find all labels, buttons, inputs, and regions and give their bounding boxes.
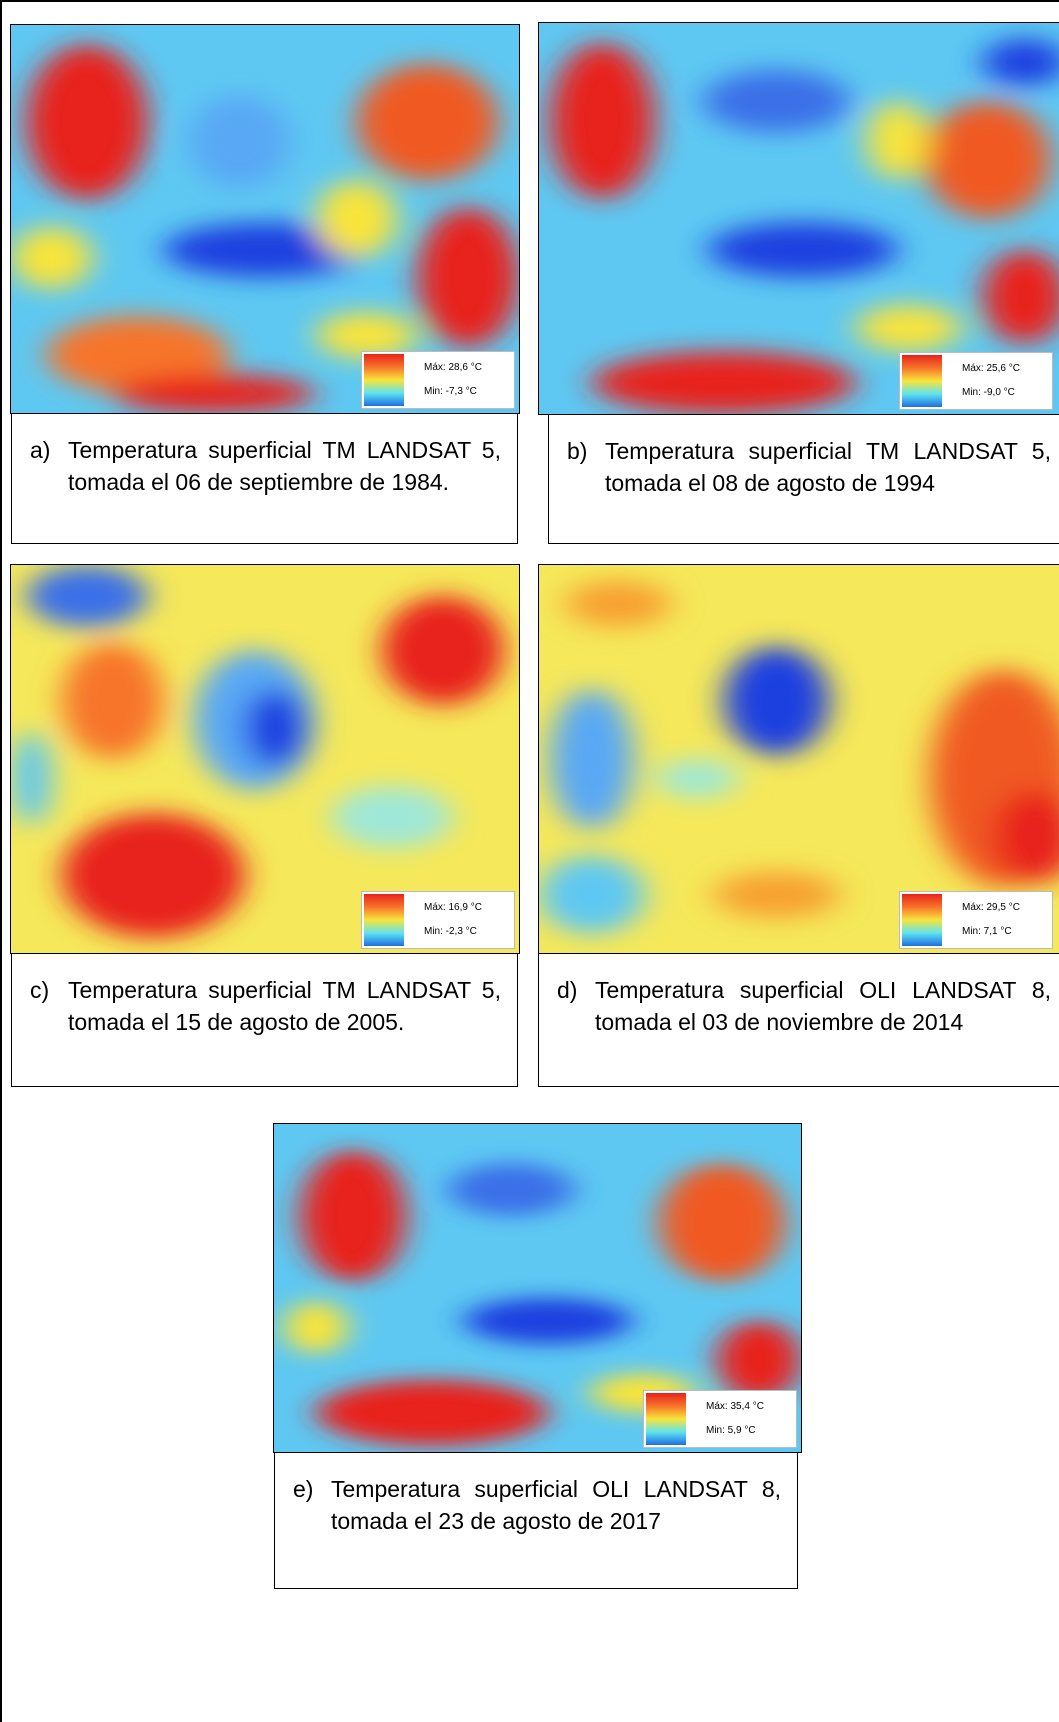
legend: Máx: 25,6 °C Min: -9,0 °C <box>899 352 1053 410</box>
legend-max: Máx: 28,6 °C <box>424 362 482 373</box>
caption-text: Temperatura superficial TM LANDSAT 5, to… <box>605 435 1051 543</box>
legend: Máx: 16,9 °C Min: -2,3 °C <box>361 891 515 949</box>
heatmap: Máx: 35,4 °C Min: 5,9 °C <box>273 1123 802 1453</box>
caption: e)Temperatura superficial OLI LANDSAT 8,… <box>274 1452 798 1589</box>
legend-min: Min: 5,9 °C <box>706 1425 756 1436</box>
caption-label: c) <box>30 974 68 1086</box>
caption-text: Temperatura superficial OLI LANDSAT 8, t… <box>331 1473 781 1588</box>
legend: Máx: 29,5 °C Min: 7,1 °C <box>899 891 1053 949</box>
heatmap: Máx: 29,5 °C Min: 7,1 °C <box>538 564 1059 954</box>
legend-min: Min: -2,3 °C <box>424 926 477 937</box>
heatmap: Máx: 28,6 °C Min: -7,3 °C <box>10 24 520 414</box>
legend: Máx: 28,6 °C Min: -7,3 °C <box>361 351 515 409</box>
legend: Máx: 35,4 °C Min: 5,9 °C <box>643 1390 797 1448</box>
caption: d)Temperatura superficial OLI LANDSAT 8,… <box>538 953 1059 1087</box>
caption-label: b) <box>567 435 605 543</box>
caption-text: Temperatura superficial OLI LANDSAT 8, t… <box>595 974 1051 1086</box>
legend-max: Máx: 29,5 °C <box>962 902 1020 913</box>
legend-max: Máx: 16,9 °C <box>424 902 482 913</box>
caption-text: Temperatura superficial TM LANDSAT 5, to… <box>68 434 501 543</box>
legend-max: Máx: 25,6 °C <box>962 363 1020 374</box>
heatmap: Máx: 25,6 °C Min: -9,0 °C <box>538 22 1059 415</box>
caption-label: e) <box>293 1473 331 1588</box>
caption: c)Temperatura superficial TM LANDSAT 5, … <box>11 953 518 1087</box>
page: Máx: 28,6 °C Min: -7,3 °C a)Temperatura … <box>0 0 1059 1722</box>
legend-min: Min: -9,0 °C <box>962 387 1015 398</box>
caption: b)Temperatura superficial TM LANDSAT 5, … <box>548 414 1059 544</box>
legend-min: Min: 7,1 °C <box>962 926 1012 937</box>
caption-text: Temperatura superficial TM LANDSAT 5, to… <box>68 974 501 1086</box>
caption: a)Temperatura superficial TM LANDSAT 5, … <box>11 413 518 544</box>
legend-min: Min: -7,3 °C <box>424 386 477 397</box>
legend-max: Máx: 35,4 °C <box>706 1401 764 1412</box>
caption-label: a) <box>30 434 68 543</box>
caption-label: d) <box>557 974 595 1086</box>
heatmap: Máx: 16,9 °C Min: -2,3 °C <box>10 564 520 954</box>
